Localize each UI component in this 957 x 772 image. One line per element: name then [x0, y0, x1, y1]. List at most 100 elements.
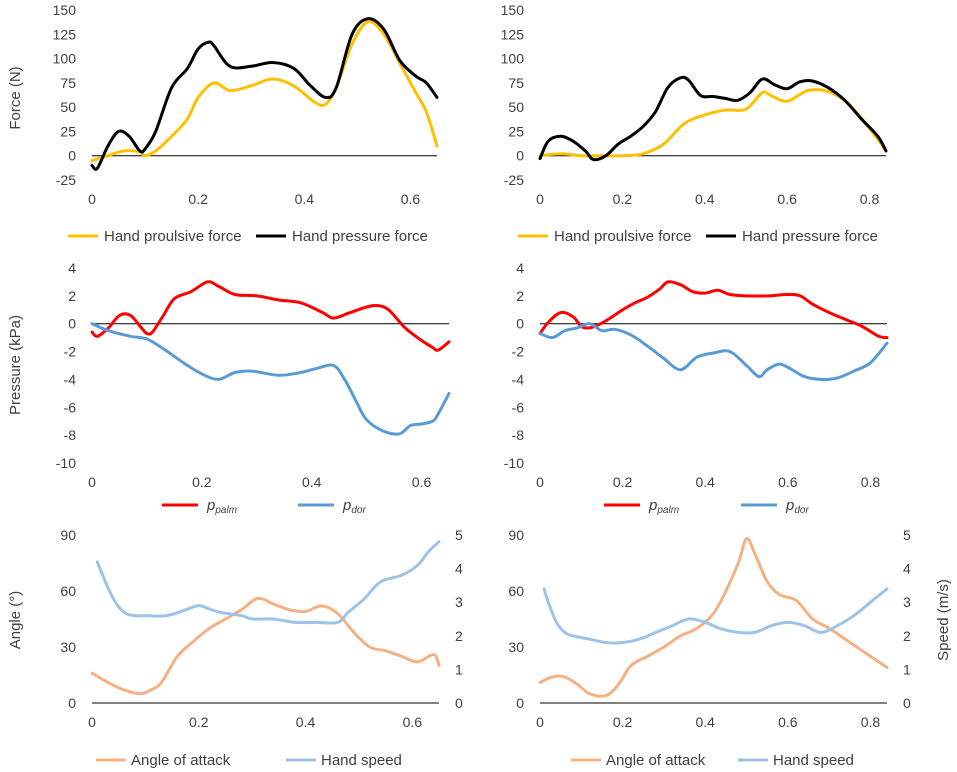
legend-label-pressure-force: Hand pressure force [292, 228, 428, 245]
series-line-p-palm [538, 280, 889, 340]
y-tick-label: 0 [68, 316, 76, 332]
y2-tick-label: 4 [903, 561, 911, 577]
y-tick-label: 2 [68, 288, 76, 304]
pressure-left-chart: 4 2 0 -2 -4 -6 -8 -10 0 0.2 0.4 0.6 [56, 260, 451, 490]
y-tick-label: 4 [68, 260, 76, 276]
x-tick-label: 0 [536, 474, 544, 490]
y-tick-label: 25 [60, 123, 76, 139]
legend-angle-left: Angle of attack Hand speed [96, 752, 402, 769]
x-tick-label: 0.2 [613, 191, 633, 207]
y-tick-label: -2 [512, 344, 525, 360]
speed-axis-title: Speed (m/s) [935, 579, 952, 661]
x-tick-label: 0.4 [696, 474, 716, 490]
x-tick-label: 0 [536, 714, 544, 730]
x-tick-label: 0.4 [295, 191, 315, 207]
y-tick-label: 75 [60, 75, 76, 91]
series-line-hand-pressure-force [90, 17, 439, 171]
series-line-angle-of-attack [90, 596, 441, 696]
legend-label-dor: pdor [342, 497, 366, 516]
y-tick-label: -4 [64, 371, 77, 387]
y2-tick-label: 5 [903, 527, 911, 543]
y-tick-label: -10 [504, 455, 524, 471]
y-tick-label: -8 [64, 427, 77, 443]
force-left-chart: 150 125 100 75 50 25 0 -25 0 0.2 0.4 0.6 [53, 2, 439, 207]
y-tick-label: 50 [60, 99, 76, 115]
y-tick-label: -2 [64, 344, 77, 360]
x-tick-label: 0.6 [778, 474, 798, 490]
y-tick-label: 150 [501, 2, 525, 18]
y-tick-label: 90 [60, 527, 76, 543]
y-tick-label: 0 [68, 148, 76, 164]
series-line-hand-proulsive-force [90, 19, 439, 163]
y-tick-label: 150 [53, 2, 77, 18]
legend-force-left: Hand proulsive force Hand pressure force [68, 228, 428, 245]
legend-label-palm: ppalm [206, 497, 237, 516]
force-right-chart: 150 125 100 75 50 25 0 -25 0 0.2 0.4 0.6 0.8 [501, 2, 888, 207]
y-tick-label: 75 [508, 75, 524, 91]
series-line-p-dor [538, 322, 889, 382]
x-tick-label: 0 [88, 191, 96, 207]
angle-axis-title: Angle (°) [7, 591, 24, 650]
legend-label-propulsive: Hand proulsive force [554, 228, 692, 245]
x-tick-label: 0.6 [412, 474, 432, 490]
x-tick-label: 0.6 [401, 191, 421, 207]
y-tick-label: 4 [516, 260, 524, 276]
legend-label-angle: Angle of attack [131, 752, 231, 769]
series-line-hand-speed [95, 540, 441, 625]
legend-label-pressure-force: Hand pressure force [742, 228, 878, 245]
y-tick-label: 30 [60, 639, 76, 655]
y-tick-label: -25 [504, 172, 524, 188]
series-line-hand-proulsive-force [538, 88, 888, 158]
x-tick-label: 0.6 [403, 714, 423, 730]
x-tick-label: 0.4 [302, 474, 322, 490]
pressure-axis-title: Pressure (kPa) [7, 315, 24, 415]
force-axis-title: Force (N) [7, 66, 24, 129]
x-tick-label: 0.8 [861, 474, 881, 490]
y-tick-label: -8 [512, 427, 525, 443]
y-tick-label: -6 [512, 399, 525, 415]
y-tick-label: 50 [508, 99, 524, 115]
x-tick-label: 0 [88, 474, 96, 490]
x-tick-label: 0.2 [192, 474, 212, 490]
y2-tick-label: 1 [903, 661, 911, 677]
y2-tick-label: 1 [455, 661, 463, 677]
y-tick-label: 100 [501, 51, 525, 67]
y-tick-label: 90 [508, 527, 524, 543]
legend-label-dor: pdor [785, 497, 809, 516]
series-line-p-palm [90, 280, 451, 352]
y-tick-label: 2 [516, 288, 524, 304]
y2-tick-label: 3 [455, 594, 463, 610]
legend-label-speed: Hand speed [321, 752, 402, 769]
y2-tick-label: 4 [455, 561, 463, 577]
x-tick-label: 0.4 [696, 714, 716, 730]
series-line-hand-pressure-force [538, 75, 888, 162]
x-tick-label: 0.8 [861, 714, 881, 730]
y-tick-label: -25 [56, 172, 76, 188]
legend-pressure-right: ppalm pdor [604, 497, 809, 516]
y2-tick-label: 0 [455, 695, 463, 711]
y-tick-label: 125 [53, 26, 77, 42]
y-tick-label: 60 [60, 583, 76, 599]
y-tick-label: 0 [516, 148, 524, 164]
x-tick-label: 0.8 [860, 191, 880, 207]
y-tick-label: 0 [68, 695, 76, 711]
y-tick-label: -6 [64, 399, 77, 415]
y-tick-label: 0 [516, 695, 524, 711]
y-tick-label: 100 [53, 51, 77, 67]
y-tick-label: 125 [501, 26, 525, 42]
y-tick-label: 30 [508, 639, 524, 655]
x-tick-label: 0.6 [778, 714, 798, 730]
series-line-angle-of-attack [538, 537, 889, 698]
series-line-p-dor [90, 322, 451, 436]
y2-tick-label: 2 [903, 628, 911, 644]
legend-label-propulsive: Hand proulsive force [104, 228, 242, 245]
x-tick-label: 0 [536, 191, 544, 207]
x-tick-label: 0.2 [188, 191, 208, 207]
y-tick-label: -4 [512, 371, 525, 387]
y-tick-label: -10 [56, 455, 76, 471]
y2-tick-label: 0 [903, 695, 911, 711]
legend-angle-right: Angle of attack Hand speed [571, 752, 854, 769]
x-tick-label: 0 [88, 714, 96, 730]
